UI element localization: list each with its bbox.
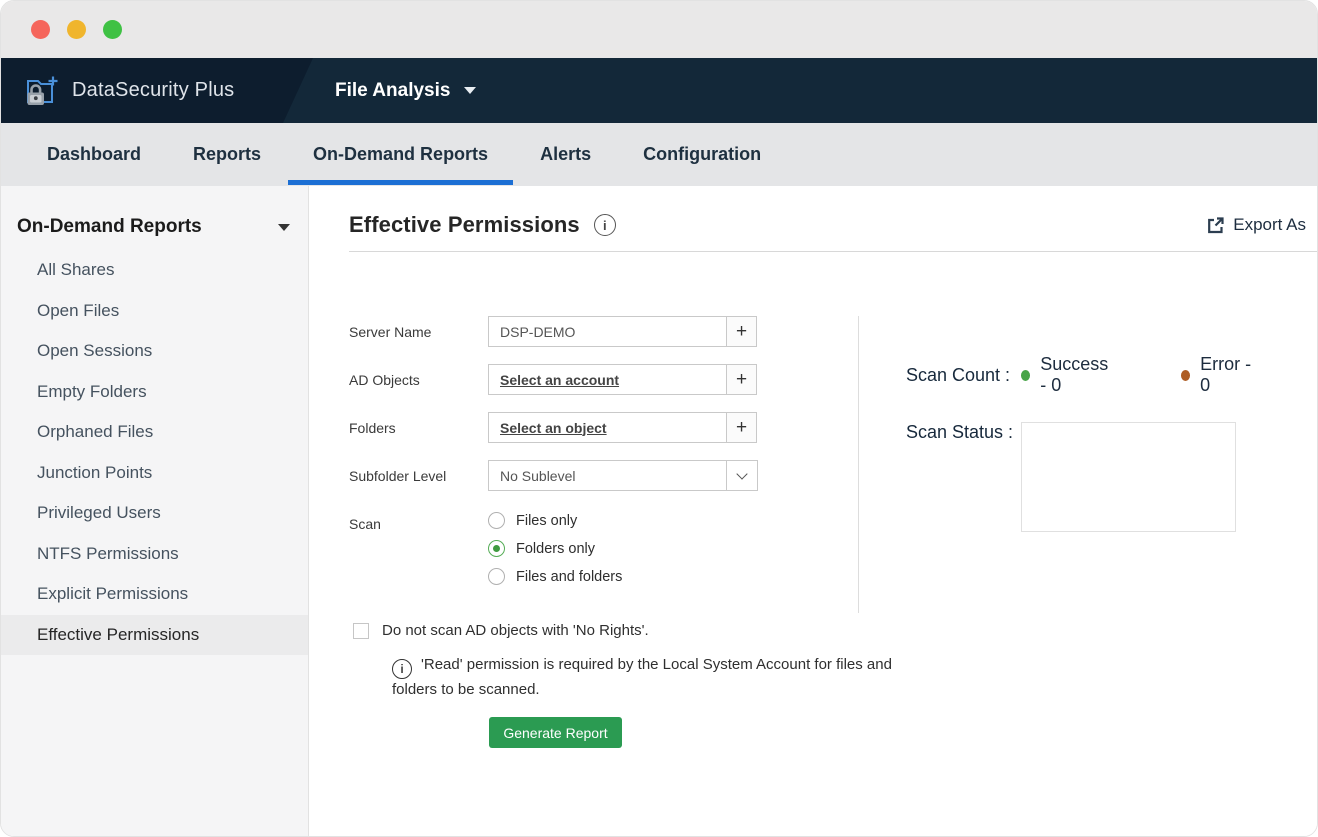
sidebar-item-junction-points[interactable]: Junction Points (37, 462, 153, 482)
export-icon (1208, 216, 1224, 233)
add-server-button[interactable]: + (726, 316, 757, 347)
radio-files-and-folders-label: Files and folders (516, 568, 623, 585)
minimize-window-button[interactable] (67, 20, 86, 39)
sidebar-item-privileged-users[interactable]: Privileged Users (37, 503, 161, 523)
sidebar-item-empty-folders[interactable]: Empty Folders (37, 381, 147, 401)
radio-folders-only[interactable]: Folders only (488, 540, 622, 557)
page-title: Effective Permissions (349, 212, 580, 237)
sidebar: On-Demand Reports All Shares Open Files … (1, 186, 309, 836)
scan-status-label: Scan Status : (906, 422, 1014, 442)
plus-icon: + (735, 416, 748, 438)
sidebar-header-label: On-Demand Reports (17, 216, 202, 237)
datasecurity-plus-logo-icon (23, 75, 59, 107)
scan-label: Scan (349, 516, 381, 532)
export-as-label: Export As (1233, 215, 1306, 234)
radio-button-icon[interactable] (488, 568, 505, 585)
tab-alerts[interactable]: Alerts (540, 144, 592, 164)
folders-field[interactable]: Select an object (488, 412, 727, 443)
sidebar-item-open-sessions[interactable]: Open Sessions (37, 341, 153, 361)
info-icon[interactable]: i (593, 214, 616, 236)
content-body: On-Demand Reports All Shares Open Files … (1, 186, 1317, 836)
generate-report-button[interactable]: Generate Report (489, 717, 622, 748)
primary-nav: Dashboard Reports On-Demand Reports Aler… (1, 123, 1317, 186)
add-ad-object-button[interactable]: + (726, 364, 757, 395)
scan-count-row: Scan Count : Success - 0 Error - 0 (906, 354, 1317, 396)
sidebar-item-ntfs-permissions[interactable]: NTFS Permissions (37, 543, 179, 563)
select-account-link[interactable]: Select an account (500, 371, 620, 388)
chevron-down-icon (278, 223, 290, 231)
plus-icon: + (735, 320, 748, 342)
page-header: Effective Permissions i Export As (309, 186, 1317, 238)
select-chevron-segment[interactable] (726, 461, 757, 490)
read-permission-note: i 'Read' permission is required by the Lo… (392, 654, 892, 701)
no-rights-checkbox-label: Do not scan AD objects with 'No Rights'. (382, 622, 649, 639)
select-object-link[interactable]: Select an object (500, 419, 607, 436)
tab-reports[interactable]: Reports (193, 144, 262, 164)
scan-count-label: Scan Count : (906, 364, 1011, 385)
criteria-form: Server Name + AD Objects Select an accou… (349, 316, 892, 748)
success-legend: Success - 0 (1021, 354, 1119, 396)
server-name-row: Server Name + (349, 316, 858, 347)
ad-objects-field[interactable]: Select an account (488, 364, 727, 395)
radio-files-only[interactable]: Files only (488, 512, 622, 529)
scan-status-row: Scan Status : (906, 422, 1317, 532)
tab-dashboard[interactable]: Dashboard (47, 144, 142, 164)
scan-radio-group: Files only Folders only Files and folder… (488, 508, 622, 596)
sidebar-item-explicit-permissions[interactable]: Explicit Permissions (37, 584, 189, 604)
brand-name: DataSecurity Plus (72, 79, 235, 101)
traffic-lights (31, 20, 122, 39)
scan-status-box (1021, 422, 1236, 532)
plus-icon: + (735, 368, 748, 390)
sidebar-item-orphaned-files[interactable]: Orphaned Files (37, 422, 154, 442)
radio-folders-only-label: Folders only (516, 540, 595, 557)
scan-row: Scan Files only Folders only (349, 508, 858, 596)
sidebar-item-all-shares[interactable]: All Shares (37, 260, 115, 280)
title-divider (349, 251, 1317, 252)
error-count: Error - 0 (1200, 354, 1252, 395)
radio-files-and-folders[interactable]: Files and folders (488, 568, 622, 585)
info-icon: i (392, 659, 412, 679)
radio-button-selected-icon[interactable] (488, 540, 505, 557)
vertical-divider (858, 316, 859, 613)
folders-row: Folders Select an object + (349, 412, 858, 443)
error-dot-icon (1180, 369, 1191, 381)
scan-status-panel: Scan Count : Success - 0 Error - 0 Scan … (859, 316, 1317, 748)
module-selector[interactable]: File Analysis (335, 58, 477, 123)
error-legend: Error - 0 (1180, 354, 1255, 396)
server-name-input[interactable] (488, 316, 727, 347)
no-rights-checkbox-row[interactable]: Do not scan AD objects with 'No Rights'. (353, 622, 858, 639)
window-titlebar (1, 1, 1317, 58)
report-criteria-section: Server Name + AD Objects Select an accou… (349, 316, 1317, 748)
subfolder-level-row: Subfolder Level No Sublevel (349, 460, 858, 491)
ad-objects-label: AD Objects (349, 372, 420, 388)
tab-configuration[interactable]: Configuration (643, 144, 762, 164)
subfolder-level-select[interactable]: No Sublevel (488, 460, 758, 491)
sidebar-item-effective-permissions[interactable]: Effective Permissions (1, 614, 308, 655)
brand: DataSecurity Plus (1, 58, 313, 123)
radio-button-icon[interactable] (488, 512, 505, 529)
zoom-window-button[interactable] (103, 20, 122, 39)
radio-files-only-label: Files only (516, 512, 578, 529)
tab-on-demand-reports[interactable]: On-Demand Reports (288, 144, 514, 185)
server-name-label: Server Name (349, 324, 432, 340)
success-dot-icon (1021, 369, 1031, 381)
success-count: Success - 0 (1040, 354, 1109, 395)
chevron-down-icon (464, 87, 477, 94)
ad-objects-row: AD Objects Select an account + (349, 364, 858, 395)
sidebar-header-on-demand-reports[interactable]: On-Demand Reports (1, 186, 308, 250)
read-permission-note-text: 'Read' permission is required by the Loc… (392, 656, 892, 698)
add-folder-button[interactable]: + (726, 412, 757, 443)
subfolder-level-label: Subfolder Level (349, 468, 447, 484)
export-as-button[interactable]: Export As (1207, 215, 1306, 235)
close-window-button[interactable] (31, 20, 50, 39)
folders-label: Folders (349, 420, 396, 436)
chevron-down-icon (736, 467, 748, 480)
main-panel: Effective Permissions i Export As Serv (309, 186, 1317, 836)
checkbox-icon[interactable] (353, 622, 369, 639)
module-name: File Analysis (335, 79, 451, 101)
app-header: DataSecurity Plus File Analysis (1, 58, 1317, 123)
subfolder-level-value: No Sublevel (500, 467, 576, 484)
sidebar-item-open-files[interactable]: Open Files (37, 300, 120, 320)
